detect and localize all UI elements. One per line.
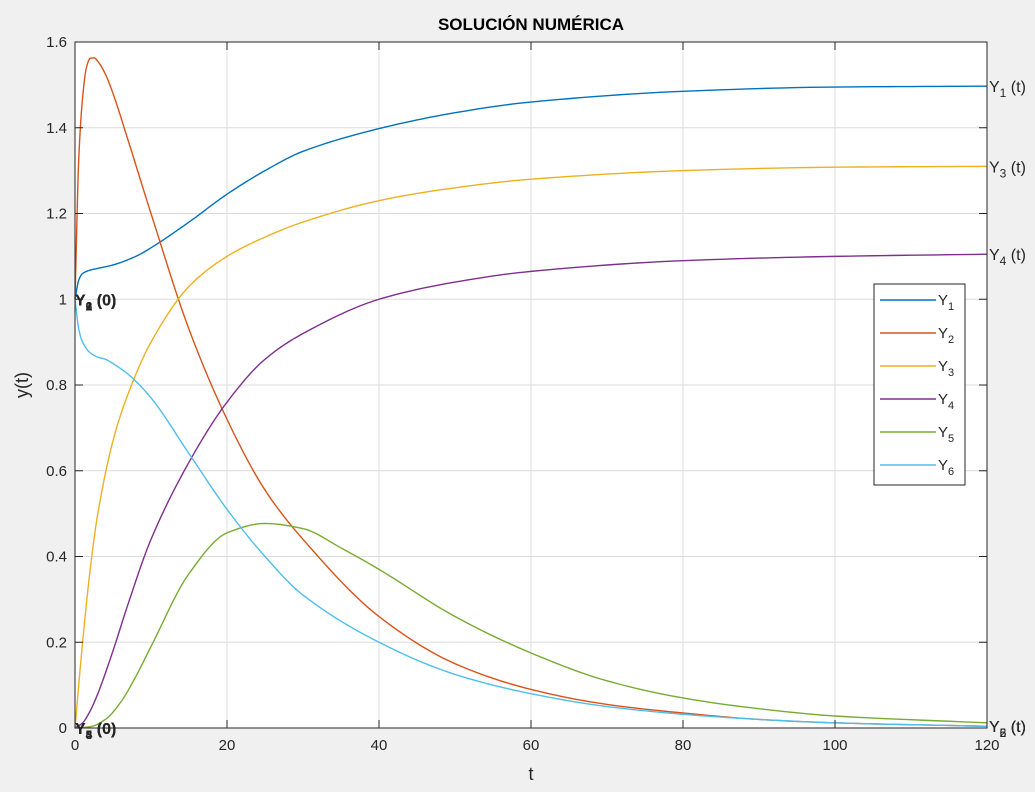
- x-tick-label: 80: [675, 737, 692, 754]
- legend-box: [873, 283, 966, 486]
- annotation-y3-0: Y3 (0): [75, 721, 116, 742]
- tick-labels: 0 20 40 60 80 100 120 0 0.2 0.4 0.6 0.8 1 1.2 1.4 1.6: [46, 34, 999, 754]
- annotation-y1-0: Y1 (0): [75, 292, 116, 313]
- legend-label-2: Y2: [938, 325, 954, 346]
- annotation-y5-0: Y5 (0): [75, 721, 116, 742]
- annotation-y4-t: Y4 (t): [989, 247, 1026, 268]
- y-tick-label: 0.4: [46, 549, 67, 566]
- annotation-y2-0: Y2 (0): [75, 292, 116, 313]
- x-tick-label: 20: [219, 737, 236, 754]
- legend-label-1: Y1: [938, 292, 954, 313]
- annotation-y5-t: Y5 (t): [989, 719, 1026, 740]
- legend-label-4: Y4: [938, 391, 954, 412]
- x-axis-label: t: [528, 764, 533, 784]
- x-tick-label: 60: [523, 737, 540, 754]
- y-tick-label: 1.4: [46, 120, 67, 137]
- y-tick-label: 0.2: [46, 634, 67, 651]
- series-lines: [74, 57, 988, 729]
- series-line-2: [74, 57, 988, 727]
- series-line-5: [74, 522, 988, 729]
- y-tick-label: 0.6: [46, 463, 67, 480]
- annotation-y2-t: Y2 (t): [989, 719, 1026, 740]
- x-tick-label: 40: [371, 737, 388, 754]
- legend-label-3: Y3: [938, 358, 954, 379]
- annotations: Y1 (t) Y3 (t) Y4 (t) Y6 (t)Y2 (t)Y5 (t) Y6 (…: [75, 79, 1026, 742]
- annotation-y4-0: Y4 (0): [75, 721, 116, 742]
- series-line-6: [74, 299, 988, 727]
- series-line-4: [74, 253, 988, 729]
- legend-label-5: Y5: [938, 424, 954, 445]
- annotation-y3-t: Y3 (t): [989, 159, 1026, 180]
- x-tick-label: 100: [822, 737, 847, 754]
- legend[interactable]: Y1 Y2 Y3 Y4 Y5 Y6: [873, 283, 966, 486]
- legend-label-6: Y6: [938, 457, 954, 478]
- x-tick-label: 120: [974, 737, 999, 754]
- annotation-y6-t: Y6 (t): [989, 719, 1026, 740]
- chart-title: SOLUCIÓN NUMÉRICA: [438, 15, 624, 34]
- y-axis-label: y(t): [12, 372, 32, 398]
- annotation-y1-t: Y1 (t): [989, 79, 1026, 100]
- annotation-y6-0: Y6 (0): [75, 292, 116, 313]
- y-tick-label: 1.6: [46, 34, 67, 51]
- series-line-3: [74, 165, 988, 729]
- y-tick-label: 1.2: [46, 206, 67, 223]
- y-tick-label: 0: [59, 720, 67, 737]
- y-tick-label: 1: [59, 291, 67, 308]
- series-line-1: [74, 85, 988, 300]
- y-tick-label: 0.8: [46, 377, 67, 394]
- x-tick-label: 0: [71, 737, 79, 754]
